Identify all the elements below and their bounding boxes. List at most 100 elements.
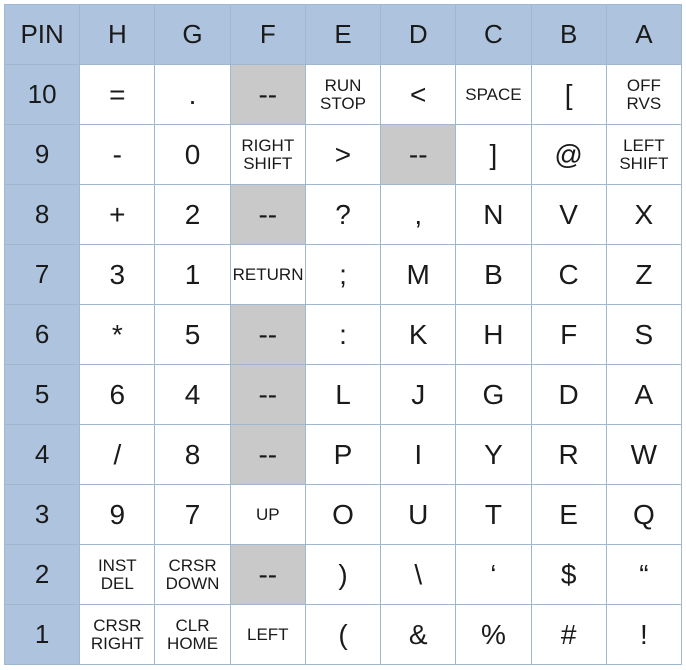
key-cell: V: [531, 185, 606, 245]
header-col-A: A: [606, 5, 681, 65]
key-cell: 5: [155, 305, 230, 365]
key-cell: Y: [456, 425, 531, 485]
key-cell: A: [606, 365, 681, 425]
key-cell: C: [531, 245, 606, 305]
key-cell: N: [456, 185, 531, 245]
key-cell: H: [456, 305, 531, 365]
key-cell: ,: [381, 185, 456, 245]
key-cell: X: [606, 185, 681, 245]
key-cell: 4: [155, 365, 230, 425]
header-col-G: G: [155, 5, 230, 65]
key-cell: ]: [456, 125, 531, 185]
pin-label: 7: [5, 245, 80, 305]
header-col-C: C: [456, 5, 531, 65]
pin-label: 6: [5, 305, 80, 365]
key-cell: 3: [80, 245, 155, 305]
pin-label: 2: [5, 545, 80, 605]
keyboard-matrix-table: PINHGFEDCBA 10=.--RUNSTOP<SPACE[OFFRVS9-…: [4, 4, 682, 665]
key-cell: =: [80, 65, 155, 125]
key-cell: !: [606, 605, 681, 665]
key-cell: 7: [155, 485, 230, 545]
table-row: 2INSTDELCRSRDOWN--)\‘$“: [5, 545, 682, 605]
key-cell: --: [230, 545, 305, 605]
header-col-B: B: [531, 5, 606, 65]
key-cell: --: [230, 365, 305, 425]
key-cell: ‘: [456, 545, 531, 605]
key-cell: 1: [155, 245, 230, 305]
key-cell: CLRHOME: [155, 605, 230, 665]
key-cell: RETURN: [230, 245, 305, 305]
key-cell: O: [305, 485, 380, 545]
header-pin: PIN: [5, 5, 80, 65]
key-cell: *: [80, 305, 155, 365]
key-cell: OFFRVS: [606, 65, 681, 125]
key-cell: \: [381, 545, 456, 605]
key-cell: B: [456, 245, 531, 305]
key-cell: --: [230, 65, 305, 125]
table-row: 10=.--RUNSTOP<SPACE[OFFRVS: [5, 65, 682, 125]
key-cell: .: [155, 65, 230, 125]
key-cell: &: [381, 605, 456, 665]
key-cell: 2: [155, 185, 230, 245]
key-cell: I: [381, 425, 456, 485]
key-cell: CRSRRIGHT: [80, 605, 155, 665]
key-cell: (: [305, 605, 380, 665]
key-cell: >: [305, 125, 380, 185]
table-row: 397UPOUTEQ: [5, 485, 682, 545]
pin-label: 4: [5, 425, 80, 485]
header-row: PINHGFEDCBA: [5, 5, 682, 65]
key-cell: “: [606, 545, 681, 605]
key-cell: $: [531, 545, 606, 605]
pin-label: 5: [5, 365, 80, 425]
key-cell: 6: [80, 365, 155, 425]
key-cell: INSTDEL: [80, 545, 155, 605]
key-cell: ;: [305, 245, 380, 305]
key-cell: @: [531, 125, 606, 185]
table-row: 9-0RIGHTSHIFT>--]@LEFTSHIFT: [5, 125, 682, 185]
key-cell: U: [381, 485, 456, 545]
key-cell: --: [230, 305, 305, 365]
key-cell: --: [230, 185, 305, 245]
key-cell: W: [606, 425, 681, 485]
key-cell: LEFT: [230, 605, 305, 665]
key-cell: 0: [155, 125, 230, 185]
key-cell: :: [305, 305, 380, 365]
key-cell: [: [531, 65, 606, 125]
key-cell: LEFTSHIFT: [606, 125, 681, 185]
key-cell: /: [80, 425, 155, 485]
key-cell: --: [381, 125, 456, 185]
header-col-E: E: [305, 5, 380, 65]
table-row: 4/8--PIYRW: [5, 425, 682, 485]
pin-label: 3: [5, 485, 80, 545]
key-cell: T: [456, 485, 531, 545]
key-cell: <: [381, 65, 456, 125]
key-cell: J: [381, 365, 456, 425]
key-cell: RIGHTSHIFT: [230, 125, 305, 185]
key-cell: K: [381, 305, 456, 365]
table-row: 731RETURN;MBCZ: [5, 245, 682, 305]
pin-label: 10: [5, 65, 80, 125]
key-cell: 9: [80, 485, 155, 545]
header-col-D: D: [381, 5, 456, 65]
key-cell: #: [531, 605, 606, 665]
key-cell: R: [531, 425, 606, 485]
pin-label: 8: [5, 185, 80, 245]
key-cell: F: [531, 305, 606, 365]
key-cell: 8: [155, 425, 230, 485]
header-col-H: H: [80, 5, 155, 65]
key-cell: E: [531, 485, 606, 545]
key-cell: RUNSTOP: [305, 65, 380, 125]
key-cell: Z: [606, 245, 681, 305]
pin-label: 1: [5, 605, 80, 665]
key-cell: Q: [606, 485, 681, 545]
pin-label: 9: [5, 125, 80, 185]
key-cell: G: [456, 365, 531, 425]
table-body: 10=.--RUNSTOP<SPACE[OFFRVS9-0RIGHTSHIFT>…: [5, 65, 682, 665]
key-cell: ): [305, 545, 380, 605]
key-cell: %: [456, 605, 531, 665]
table-row: 8+2--?,NVX: [5, 185, 682, 245]
key-cell: UP: [230, 485, 305, 545]
table-row: 6*5--:KHFS: [5, 305, 682, 365]
key-cell: --: [230, 425, 305, 485]
key-cell: S: [606, 305, 681, 365]
